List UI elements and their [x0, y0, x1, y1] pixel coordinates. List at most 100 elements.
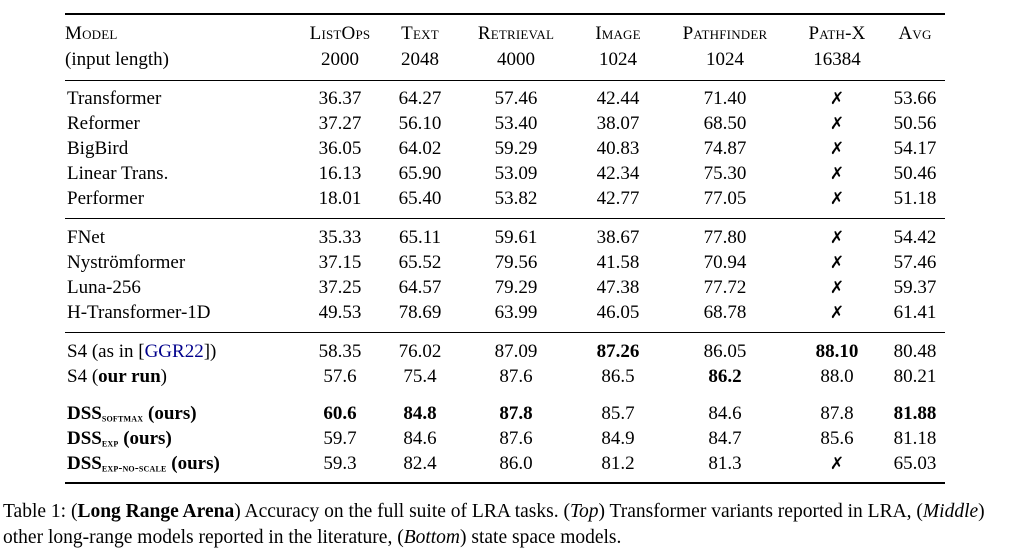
score-value: 38.67: [596, 227, 640, 248]
model-name-text: DSS: [67, 402, 102, 424]
score-value: 59.3: [323, 452, 357, 474]
model-name-text: S4 (as in [: [67, 341, 145, 362]
input-length-pathfinder: 1024: [706, 49, 744, 70]
score-value: 87.8: [820, 402, 854, 424]
model-name-text: FNet: [67, 227, 105, 248]
table-row-s4-our-run: S4 (our run) 57.6 75.4 87.6 86.5 86.2 88.0 80.2…: [65, 365, 945, 390]
model-name-text: Linear Trans.: [67, 163, 169, 184]
score-value: 53.82: [494, 188, 538, 209]
score-value: 81.2: [601, 452, 635, 474]
model-name-text: Performer: [67, 188, 145, 209]
model-name-subscript: exp-no-scale: [101, 462, 167, 474]
model-name: Nyströmformer: [65, 251, 297, 276]
score-value: 79.29: [494, 277, 538, 298]
caption-text: ) Accuracy on the full suite of LRA task…: [234, 500, 570, 522]
caption-text: Long Range Arena: [77, 500, 235, 522]
score-value: 78.69: [398, 302, 442, 323]
fail-mark: ✗: [829, 114, 845, 134]
score-value: 46.05: [596, 302, 640, 323]
table-caption: Table 1: (Long Range Arena) Accuracy on …: [3, 499, 1015, 552]
model-name: FNet: [65, 219, 297, 251]
score-value: 65.52: [398, 252, 442, 273]
score-value: 42.34: [596, 163, 640, 184]
score-value: 54.17: [893, 138, 937, 159]
column-header-retrieval: Retrieval: [477, 23, 555, 44]
table-row-luna-256: Luna-256 37.25 64.57 79.29 47.38 77.72 ✗ 59.37: [65, 276, 945, 301]
fail-mark: ✗: [829, 253, 845, 273]
score-value: 75.4: [403, 366, 437, 387]
score-value: 86.2: [708, 366, 742, 387]
caption-text: ) other long-range models reported in th…: [3, 500, 985, 549]
score-value: 64.27: [398, 88, 442, 109]
score-value: 36.05: [318, 138, 362, 159]
score-value: 56.10: [398, 113, 442, 134]
score-value: 40.83: [596, 138, 640, 159]
score-value: 85.7: [601, 402, 635, 424]
fail-mark: ✗: [829, 189, 845, 209]
model-name-text: Nyströmformer: [67, 252, 186, 273]
score-value: 49.53: [318, 302, 362, 323]
score-value: 37.15: [318, 252, 362, 273]
score-value: 81.18: [893, 427, 937, 449]
column-header-model: Model: [65, 23, 118, 44]
caption-text: Middle: [922, 500, 979, 522]
score-value: 88.0: [820, 366, 854, 387]
input-length-path-x: 16384: [813, 49, 861, 70]
table-row-fnet: FNet 35.33 65.11 59.61 38.67 77.80 ✗ 54.42: [65, 218, 945, 251]
table-row-dss-exp: DSSexp (ours) 59.7 84.6 87.6 84.9 84.7 85.6 81.…: [65, 426, 945, 451]
model-name-text: Transformer: [67, 88, 162, 109]
model-name-text: our run: [98, 366, 161, 387]
score-value: 86.05: [703, 341, 747, 362]
score-value: 18.01: [318, 188, 362, 209]
table-row-reformer: Reformer 37.27 56.10 53.40 38.07 68.50 ✗ 50.56: [65, 112, 945, 137]
column-header-pathfinder: Pathfinder: [682, 23, 768, 44]
model-name: Luna-256: [65, 276, 297, 301]
model-name-text: (ours): [118, 427, 172, 449]
table-row-h-transformer-1d: H-Transformer-1D 49.53 78.69 63.99 46.05 68.7…: [65, 301, 945, 333]
model-name-text: DSS: [67, 452, 102, 474]
score-value: 16.13: [318, 163, 362, 184]
model-name: BigBird: [65, 137, 297, 162]
score-value: 84.8: [403, 402, 437, 424]
score-value: 79.56: [494, 252, 538, 273]
score-value: 59.7: [323, 427, 357, 449]
score-value: 76.02: [398, 341, 442, 362]
header-row-tasks: Model ListOps Text Retrieval Image Pathf…: [65, 14, 945, 47]
score-value: 41.58: [596, 252, 640, 273]
score-value: 59.37: [893, 277, 937, 298]
score-value: 57.6: [323, 366, 357, 387]
score-value: 59.61: [494, 227, 538, 248]
score-value: 38.07: [596, 113, 640, 134]
column-header-image: Image: [595, 23, 641, 44]
column-header-path-x: Path-X: [808, 23, 866, 44]
caption-text: ) state space models.: [460, 527, 622, 548]
model-name-text: ): [160, 366, 167, 387]
score-value: 58.35: [318, 341, 362, 362]
score-value: 35.33: [318, 227, 362, 248]
model-name-subscript: softmax: [101, 412, 144, 424]
fail-mark: ✗: [829, 228, 845, 248]
score-value: 74.87: [703, 138, 747, 159]
score-value: 82.4: [403, 452, 437, 474]
model-name: H-Transformer-1D: [65, 301, 297, 333]
citation-link-ggr22[interactable]: GGR22: [144, 341, 204, 362]
fail-mark: ✗: [829, 89, 845, 109]
model-name-subscript: exp: [101, 437, 119, 449]
model-name: Linear Trans.: [65, 162, 297, 187]
score-value: 54.42: [893, 227, 937, 248]
score-value: 65.40: [398, 188, 442, 209]
score-value: 64.57: [398, 277, 442, 298]
table-row-dss-softmax: DSSsoftmax (ours) 60.6 84.8 87.8 85.7 84.6 87.…: [65, 390, 945, 427]
input-length-label: (input length): [65, 49, 169, 70]
score-value: 50.56: [893, 113, 937, 134]
score-value: 86.5: [601, 366, 635, 387]
model-name: DSSexp-no-scale (ours): [65, 451, 297, 483]
score-value: 70.94: [703, 252, 747, 273]
score-value: 68.50: [703, 113, 747, 134]
score-value: 50.46: [893, 163, 937, 184]
score-value: 59.29: [494, 138, 538, 159]
score-value: 86.0: [499, 452, 533, 474]
score-value: 87.6: [499, 366, 533, 387]
input-length-image: 1024: [599, 49, 637, 70]
